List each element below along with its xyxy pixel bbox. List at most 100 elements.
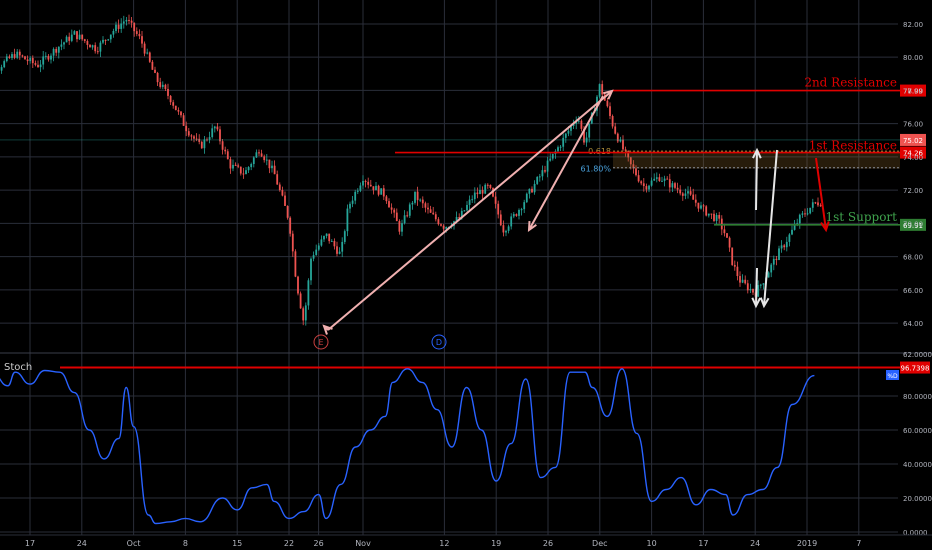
candle-body [567, 130, 570, 134]
candle-body [320, 239, 323, 246]
candle-body [221, 141, 224, 150]
candle-body [437, 219, 440, 225]
candle-body [627, 150, 630, 158]
arrow-top-down-shaft [528, 95, 604, 231]
price-axis-tick-label: 82.00 [903, 21, 923, 29]
arrow-down-1-head [751, 297, 762, 309]
candle-body [21, 55, 24, 57]
candle-body [307, 280, 310, 306]
candle-body [122, 21, 125, 24]
annotations: 2nd Resistance 77.99 0.618 61.80% 1st Resist… [0, 76, 926, 350]
candle-body [260, 153, 263, 157]
stoch-level-badge-text: 96.7398 [901, 365, 930, 373]
arrow-e-to-top-shaft [327, 90, 613, 331]
candle-body [375, 185, 377, 191]
candle-body [434, 214, 437, 220]
candle-body [34, 63, 37, 65]
arrow-e-tip [322, 324, 333, 335]
candle-body [198, 138, 201, 142]
time-axis-tick-label: 22 [284, 539, 294, 548]
candle-body [778, 248, 780, 261]
candle-body [364, 180, 367, 182]
wave-label-circle [313, 334, 329, 350]
candle-body [541, 170, 544, 177]
stoch-title: Stoch [4, 362, 32, 373]
candle-body [681, 193, 684, 196]
candle-body [507, 226, 510, 231]
candle-body [328, 233, 331, 242]
candle-body [481, 190, 484, 194]
candle-body [102, 39, 104, 43]
candle-body [624, 149, 627, 151]
candle-body [471, 199, 474, 201]
candle-body [356, 190, 359, 192]
candle-body [658, 177, 661, 182]
candle-body [346, 208, 349, 232]
candle-body [44, 55, 47, 57]
candle-body [330, 240, 333, 242]
candle-body [164, 84, 167, 89]
candle-body [497, 203, 500, 215]
candle-body [733, 264, 736, 267]
candle-body [341, 241, 344, 252]
candle-body [338, 251, 341, 254]
candle-body [213, 126, 216, 129]
candle-body [580, 120, 583, 129]
candle-body [408, 204, 411, 216]
candle-body [460, 210, 463, 219]
candle-body [273, 165, 276, 175]
candle-body [486, 184, 489, 186]
candle-body [190, 135, 193, 137]
price-axis-tick-label: 72.00 [903, 187, 923, 195]
candle-body [466, 204, 468, 211]
time-axis-tick-label: 17 [698, 539, 708, 548]
candle-body [187, 131, 190, 136]
candle-body [91, 45, 94, 48]
candle-body [427, 207, 429, 210]
candle-body [502, 225, 505, 233]
candle-body [473, 192, 476, 200]
candle-body [536, 177, 539, 184]
candle-body [692, 194, 695, 200]
price-pane[interactable] [0, 14, 822, 326]
candle-body [749, 288, 752, 291]
stoch-axis-tick-label: 60.0000 [903, 427, 932, 435]
arrow-up-1-shaft [755, 149, 758, 211]
candle-body [68, 36, 71, 41]
candle-body [791, 229, 793, 235]
candle-body [484, 184, 487, 194]
candle-body [151, 61, 154, 70]
time-axis-tick-label: 26 [314, 539, 324, 548]
stoch-line [0, 368, 815, 525]
candle-body [47, 55, 50, 60]
candle-body [645, 186, 648, 190]
candle-body [336, 246, 338, 254]
candle-body [752, 288, 754, 293]
candle-body [377, 185, 380, 195]
candle-body [494, 196, 497, 204]
candle-body [801, 213, 804, 215]
candle-body [622, 139, 624, 150]
candle-body [78, 34, 81, 40]
candle-body [65, 36, 68, 43]
candle-body [819, 205, 822, 207]
candle-body [544, 170, 546, 172]
candle-body [367, 181, 370, 185]
candle-body [744, 279, 747, 284]
candle-body [294, 251, 297, 277]
candle-body [700, 205, 702, 209]
candle-body [739, 276, 741, 283]
candle-body [710, 213, 713, 215]
candle-body [203, 139, 206, 149]
candle-body [169, 95, 172, 103]
candle-body [26, 59, 29, 62]
candle-body [510, 216, 513, 227]
stoch-pane[interactable]: 96.7398%D [0, 361, 930, 525]
candle-body [70, 34, 73, 41]
candle-body [455, 217, 458, 222]
fib-6180-label: 61.80% [580, 165, 611, 174]
candle-body [780, 245, 783, 249]
candle-body [429, 209, 432, 213]
